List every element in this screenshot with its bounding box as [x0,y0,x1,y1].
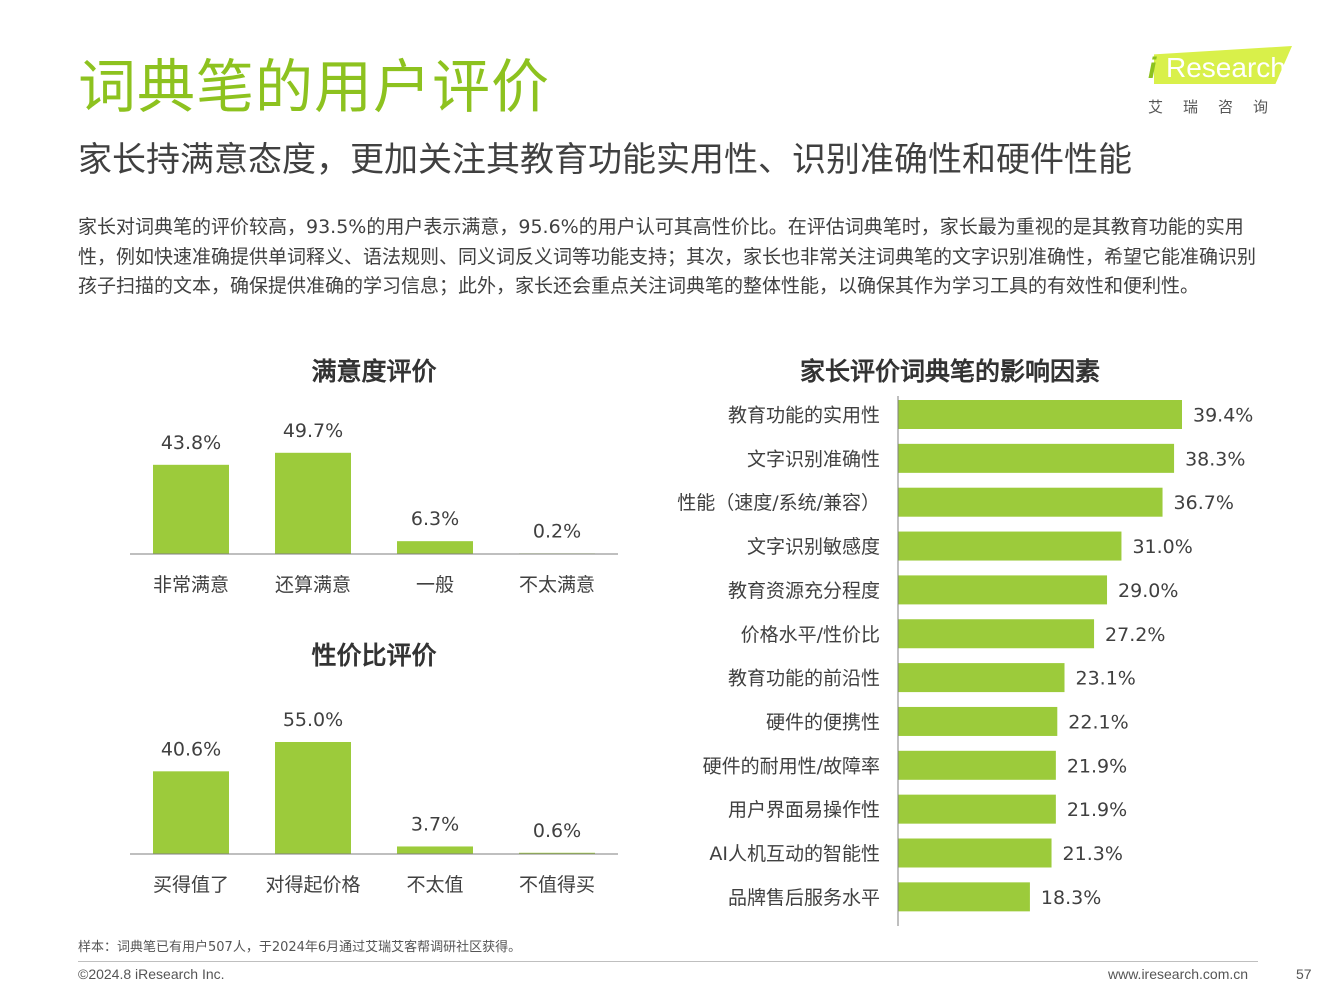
value-bar-3 [397,846,473,854]
factors-value-label-7: 23.1% [1076,668,1136,690]
factors-bar-12 [898,882,1030,912]
factors-bar-11 [898,838,1052,868]
satisfaction-value-label-4: 0.2% [533,520,581,542]
value-bar-2 [275,742,351,854]
value-value-label-4: 0.6% [533,820,581,842]
factors-category-label-8: 硬件的便携性 [766,711,880,733]
logo-text: Research [1166,52,1286,83]
value-bar-4 [519,852,595,854]
factors-category-label-9: 硬件的耐用性/故障率 [703,755,880,777]
value-category-label-4: 不值得买 [519,874,595,896]
satisfaction-bar-3 [397,541,473,554]
factors-category-label-7: 教育功能的前沿性 [728,668,880,690]
satisfaction-chart-title: 满意度评价 [311,357,437,386]
logo-cn-name: 艾瑞咨询 [1148,98,1289,116]
value-bar-1 [153,771,229,854]
factors-value-label-4: 31.0% [1132,536,1192,558]
factors-bar-1 [898,400,1182,429]
factors-category-label-2: 文字识别准确性 [747,448,880,470]
page-title: 词典笔的用户评价 [78,53,551,121]
factors-chart-title: 家长评价词典笔的影响因素 [799,357,1100,386]
factors-value-label-6: 27.2% [1105,624,1165,646]
satisfaction-category-label-1: 非常满意 [153,574,229,596]
page-number: 57 [1296,966,1312,982]
sample-note: 样本：词典笔已有用户507人，于2024年6月通过艾瑞艾客帮调研社区获得。 [78,940,522,955]
factors-value-label-5: 29.0% [1118,580,1178,602]
footer-divider [78,961,1258,962]
value-value-label-2: 55.0% [283,709,343,731]
satisfaction-category-label-2: 还算满意 [275,574,351,596]
copyright: ©2024.8 iResearch Inc. [78,966,225,982]
satisfaction-value-label-1: 43.8% [161,432,221,454]
value-category-label-1: 买得值了 [153,874,229,896]
value-chart-title: 性价比评价 [311,641,437,670]
iresearch-logo: i Research 艾瑞咨询 [1140,40,1310,120]
factors-bar-6 [898,619,1095,649]
factors-bar-3 [898,487,1163,517]
value-value-label-3: 3.7% [411,813,459,835]
satisfaction-category-label-4: 不太满意 [519,574,595,596]
factors-category-label-5: 教育资源充分程度 [728,580,880,602]
factors-category-label-11: AI人机互动的智能性 [709,843,880,865]
factors-chart: 教育功能的实用性 39.4% 文字识别准确性 38.3% 性能（速度/系统/兼容） 36.… [677,396,1253,926]
factors-bar-8 [898,706,1058,736]
factors-bar-4 [898,531,1122,561]
factors-category-label-3: 性能（速度/系统/兼容） [677,492,880,514]
intro-paragraph: 家长对词典笔的评价较高，93.5%的用户表示满意，95.6%的用户认可其高性价比… [78,216,1257,297]
website-link[interactable]: www.iresearch.com.cn [1108,966,1249,982]
value-value-label-1: 40.6% [161,738,221,760]
factors-bar-5 [898,575,1108,605]
satisfaction-value-label-3: 6.3% [411,508,459,530]
page-subtitle: 家长持满意态度，更加关注其教育功能实用性、识别准确性和硬件性能 [78,140,1132,180]
factors-value-label-8: 22.1% [1068,711,1128,733]
value-chart: 40.6% 买得值了 55.0% 对得起价格 3.7% 不太值 0.6% 不值得买 [130,709,618,896]
factors-value-label-9: 21.9% [1067,755,1127,777]
satisfaction-chart: 43.8% 非常满意 49.7% 还算满意 6.3% 一般 0.2% 不太满意 [130,420,618,596]
factors-value-label-2: 38.3% [1185,448,1245,470]
factors-category-label-4: 文字识别敏感度 [747,536,880,558]
logo-i: i [1148,52,1157,85]
satisfaction-bar-1 [153,464,229,554]
factors-category-label-12: 品牌售后服务水平 [728,887,880,909]
factors-category-label-10: 用户界面易操作性 [728,799,880,821]
factors-value-label-12: 18.3% [1041,887,1101,909]
factors-value-label-11: 21.3% [1063,843,1123,865]
value-category-label-2: 对得起价格 [265,874,360,896]
satisfaction-category-label-3: 一般 [416,574,454,596]
factors-value-label-10: 21.9% [1067,799,1127,821]
factors-bar-10 [898,794,1056,824]
factors-bar-2 [898,443,1175,473]
factors-category-label-6: 价格水平/性价比 [741,624,880,646]
factors-value-label-1: 39.4% [1193,405,1253,427]
satisfaction-value-label-2: 49.7% [283,420,343,442]
factors-bar-9 [898,750,1056,780]
value-category-label-3: 不太值 [406,874,463,896]
factors-value-label-3: 36.7% [1174,492,1234,514]
satisfaction-bar-2 [275,452,351,554]
factors-category-label-1: 教育功能的实用性 [728,405,880,427]
factors-bar-7 [898,663,1065,693]
